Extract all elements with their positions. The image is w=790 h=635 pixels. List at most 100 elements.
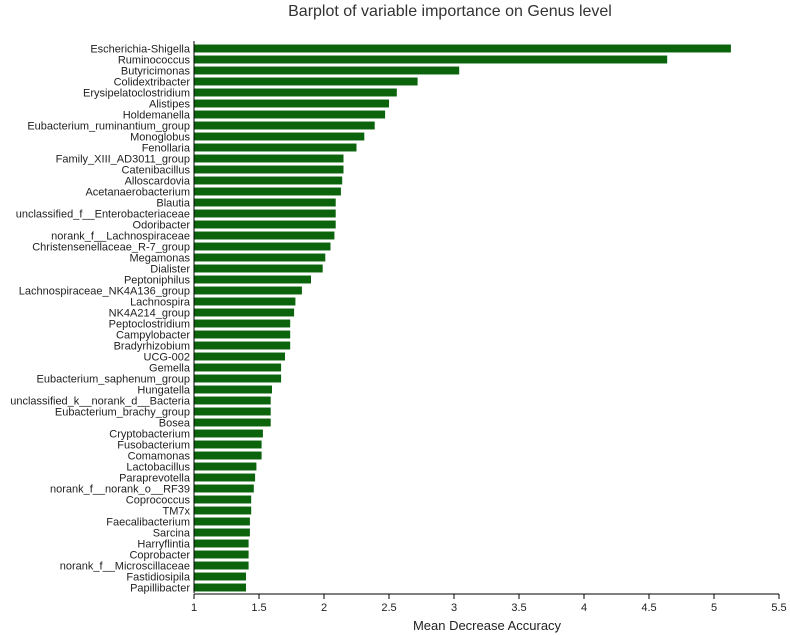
category-label: Dialister	[150, 263, 190, 275]
category-label: Erysipelatoclostridium	[83, 87, 190, 99]
bar-Paraprevotella	[194, 473, 256, 482]
bar-Coprococcus	[194, 495, 252, 504]
x-tick-label: 2	[321, 602, 327, 614]
category-label: Bosea	[159, 417, 191, 429]
chart-title: Barplot of variable importance on Genus …	[288, 3, 612, 20]
bar-Peptoclostridium	[194, 319, 291, 328]
bar-norank_f__Microscillaceae	[194, 561, 249, 570]
category-label: Fusobacterium	[117, 439, 190, 451]
category-label: Lachnospiraceae_NK4A136_group	[19, 285, 190, 297]
x-tick-label: 1.5	[251, 602, 266, 614]
x-axis: 1 1.5 2 2.5 3 3.5 4 4.5 5 5.5	[191, 593, 787, 614]
category-label: Campylobacter	[116, 329, 190, 341]
category-labels: Escherichia-ShigellaRuminococcusButyrici…	[10, 43, 191, 594]
category-label: Megamonas	[129, 252, 190, 264]
category-label: Gemella	[149, 362, 191, 374]
bar-Harryflintia	[194, 539, 249, 548]
bar-group	[194, 44, 731, 592]
category-label: Coprococcus	[126, 494, 191, 506]
x-tick-label: 1	[191, 602, 197, 614]
x-tick-label: 4.5	[641, 602, 656, 614]
x-tick-label: 5	[711, 602, 717, 614]
bar-Ruminococcus	[194, 55, 668, 64]
x-axis-title: Mean Decrease Accuracy	[413, 618, 562, 633]
category-label: Holdemanella	[123, 109, 191, 121]
category-label: Eubacterium_ruminantium_group	[27, 120, 190, 132]
bar-Fusobacterium	[194, 440, 262, 449]
bar-Family_XIII_AD3011_group	[194, 154, 344, 163]
x-tick-label: 3	[451, 602, 457, 614]
bar-Blautia	[194, 198, 336, 207]
bar-Alistipes	[194, 99, 389, 108]
bar-Eubacterium_ruminantium_group	[194, 121, 375, 130]
bar-Coprobacter	[194, 550, 249, 559]
bar-norank_f__norank_o__RF39	[194, 484, 254, 493]
bar-Lachnospira	[194, 297, 296, 306]
bar-Christensenellaceae_R-7_group	[194, 242, 331, 251]
category-label: Peptoclostridium	[109, 318, 190, 330]
bar-Cryptobacterium	[194, 429, 263, 438]
category-label: Lachnospira	[130, 296, 191, 308]
bar-Holdemanella	[194, 110, 386, 119]
x-tick-label: 5.5	[771, 602, 786, 614]
bar-Lachnospiraceae_NK4A136_group	[194, 286, 302, 295]
bar-Campylobacter	[194, 330, 291, 339]
bar-NK4A214_group	[194, 308, 295, 317]
bar-unclassified_f__Enterobacteriaceae	[194, 209, 336, 218]
category-label: Family_XIII_AD3011_group	[56, 153, 190, 165]
category-label: NK4A214_group	[109, 307, 190, 319]
bar-unclassified_k__norank_d__Bacteria	[194, 396, 271, 405]
bar-Acetanaerobacterium	[194, 187, 341, 196]
category-label: norank_f__Lachnospiraceae	[51, 230, 190, 242]
bar-Peptoniphilus	[194, 275, 311, 284]
category-label: Ruminococcus	[118, 54, 191, 66]
bar-Odoribacter	[194, 220, 336, 229]
category-label: Alistipes	[149, 98, 190, 110]
bar-UCG-002	[194, 352, 285, 361]
category-label: norank_f__norank_o__RF39	[50, 483, 190, 495]
category-label: norank_f__Microscillaceae	[60, 560, 190, 572]
category-label: Hungatella	[137, 384, 190, 396]
bar-Fenollaria	[194, 143, 357, 152]
category-label: Catenibacillus	[122, 164, 191, 176]
category-label: Christensenellaceae_R-7_group	[32, 241, 190, 253]
x-tick-label: 3.5	[511, 602, 526, 614]
bar-Eubacterium_brachy_group	[194, 407, 271, 416]
category-label: Comamonas	[128, 450, 191, 462]
bar-Comamonas	[194, 451, 262, 460]
category-label: Blautia	[156, 197, 191, 209]
category-label: Alloscardovia	[125, 175, 191, 187]
x-tick-label: 2.5	[381, 602, 396, 614]
category-label: Paraprevotella	[119, 472, 191, 484]
bar-Faecalibacterium	[194, 517, 250, 526]
category-label: Fenollaria	[142, 142, 191, 154]
category-label: Coprobacter	[129, 549, 190, 561]
bar-Fastidiosipila	[194, 572, 246, 581]
x-tick-label: 4	[581, 602, 587, 614]
bar-Bosea	[194, 418, 271, 427]
bar-Megamonas	[194, 253, 326, 262]
bar-Lactobacillus	[194, 462, 257, 471]
category-label: Bradyrhizobium	[114, 340, 190, 352]
bar-Monoglobus	[194, 132, 365, 141]
category-label: Peptoniphilus	[124, 274, 191, 286]
bar-Catenibacillus	[194, 165, 344, 174]
bar-Dialister	[194, 264, 323, 273]
bar-Papillibacter	[194, 583, 246, 592]
category-label: Harryflintia	[137, 538, 190, 550]
bar-Sarcina	[194, 528, 250, 537]
category-label: Papillibacter	[130, 582, 190, 594]
bar-Gemella	[194, 363, 282, 372]
category-label: Faecalibacterium	[106, 516, 190, 528]
bar-Erysipelatoclostridium	[194, 88, 397, 97]
category-label: Eubacterium_brachy_group	[55, 406, 190, 418]
bar-Bradyrhizobium	[194, 341, 291, 350]
category-label: unclassified_f__Enterobacteriaceae	[16, 208, 190, 220]
category-label: UCG-002	[144, 351, 190, 363]
category-label: Lactobacillus	[126, 461, 190, 473]
category-label: Acetanaerobacterium	[85, 186, 190, 198]
category-label: Sarcina	[153, 527, 191, 539]
bar-Alloscardovia	[194, 176, 343, 185]
bar-Colidextribacter	[194, 77, 418, 86]
